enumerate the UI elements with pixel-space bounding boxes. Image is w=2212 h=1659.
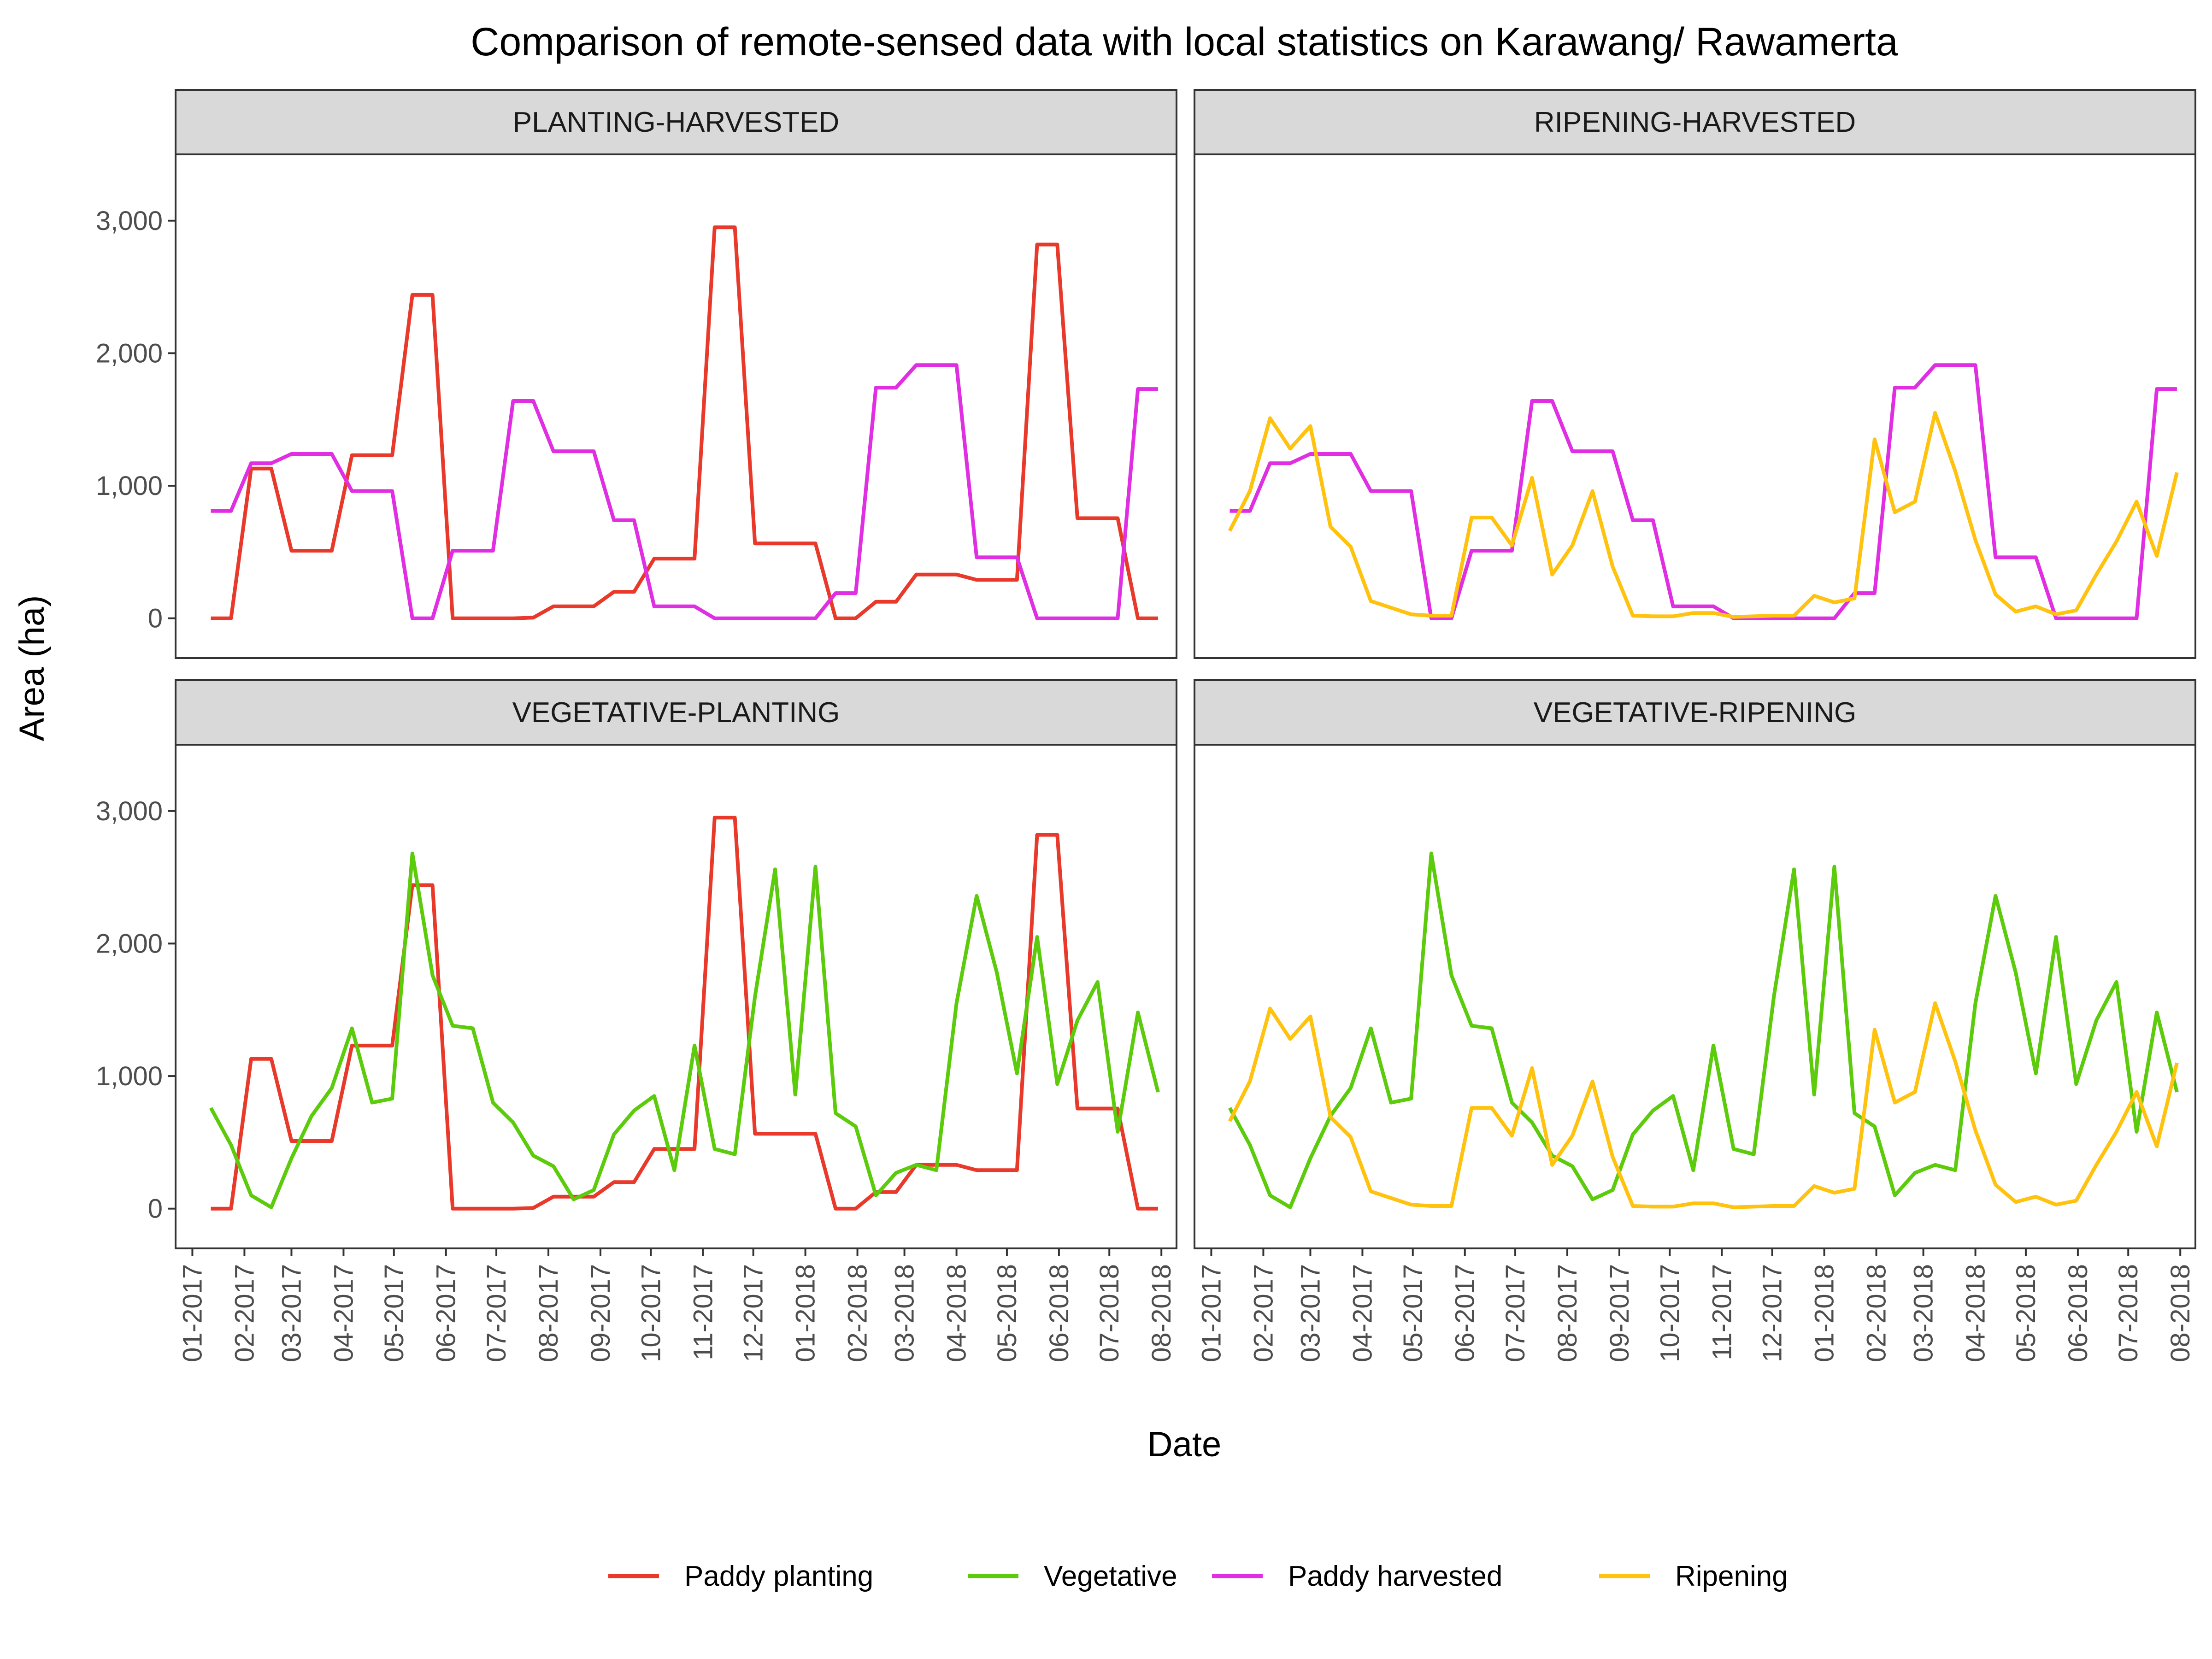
x-tick-label: 07-2017: [1500, 1264, 1530, 1362]
x-tick-label: 08-2017: [1553, 1264, 1583, 1362]
x-tick-label: 08-2018: [2165, 1264, 2195, 1362]
x-tick-label: 05-2017: [1398, 1264, 1428, 1362]
legend-label: Paddy planting: [684, 1560, 873, 1592]
x-tick-label: 11-2017: [688, 1264, 718, 1360]
legend-label: Vegetative: [1044, 1560, 1177, 1592]
x-tick-label: 06-2017: [1450, 1264, 1480, 1362]
x-tick-label: 01-2018: [1810, 1264, 1840, 1362]
legend-item-vegetative: Vegetative: [968, 1560, 1177, 1592]
x-tick-label: 10-2017: [1655, 1264, 1685, 1362]
strip-label-vegetative-ripening: VEGETATIVE-RIPENING: [1534, 697, 1856, 729]
y-tick-label: 2,000: [96, 338, 163, 368]
series-line-paddy-planting-vegetative-planting: [211, 816, 1158, 1211]
legend-label: Ripening: [1675, 1560, 1788, 1592]
legend-item-ripening: Ripening: [1599, 1560, 1788, 1592]
strip-vegetative-ripening: [1194, 679, 2196, 746]
panel-vegetative-planting: VEGETATIVE-PLANTING 0 1,000 2,000 3,000 01-20…: [96, 679, 1177, 1362]
chart-title: Comparison of remote-sensed data with lo…: [471, 20, 1898, 64]
x-tick-label: 10-2017: [636, 1264, 666, 1362]
x-tick-label: 04-2018: [1961, 1264, 1991, 1362]
x-tick-label: 01-2017: [1196, 1264, 1226, 1362]
series-line-vegetative-vegetative-planting: [209, 851, 1160, 1209]
x-tick-label: 03-2017: [1296, 1264, 1326, 1362]
x-tick-label: 07-2017: [482, 1264, 512, 1362]
strip-label-planting-harvested: PLANTING-HARVESTED: [513, 106, 840, 138]
y-axis-title: Area (ha): [12, 595, 52, 741]
x-tick-label: 02-2017: [1248, 1264, 1278, 1362]
y-tick-label: 2,000: [96, 929, 163, 959]
panel-border-planting-harvested: [175, 153, 1177, 659]
y-tick-label: 1,000: [96, 1061, 163, 1091]
x-tick-label: 04-2017: [1347, 1264, 1377, 1362]
strip-ripening-harvested: [1194, 89, 2196, 155]
x-tick-label: 12-2017: [1758, 1264, 1788, 1362]
x-tick-label: 11-2017: [1707, 1264, 1737, 1360]
x-tick-label: 07-2018: [1094, 1264, 1124, 1362]
legend-item-paddy-harvested: Paddy harvested: [1212, 1560, 1502, 1592]
x-tick-label: 02-2018: [843, 1264, 873, 1362]
series-line-ripening-ripening-harvested: [1228, 411, 2179, 619]
x-tick-label: 05-2018: [992, 1264, 1022, 1362]
panel-planting-harvested: PLANTING-HARVESTED 0 1,000 2,000 3,000: [96, 89, 1177, 659]
series-line-ripening-vegetative-ripening: [1228, 1001, 2179, 1209]
legend-item-paddy-planting: Paddy planting: [608, 1560, 873, 1592]
x-tick-label: 07-2018: [2113, 1264, 2143, 1362]
strip-vegetative-planting: [175, 679, 1177, 746]
series-line-paddy-harvested-ripening-harvested: [1230, 363, 2177, 620]
legend-label: Paddy harvested: [1288, 1560, 1502, 1592]
y-tick-label: 3,000: [96, 206, 163, 236]
legend: Paddy planting Vegetative Paddy harvested R…: [608, 1560, 1788, 1592]
panel-border-ripening-harvested: [1194, 153, 2196, 659]
x-tick-label: 08-2018: [1147, 1264, 1177, 1362]
x-tick-label: 06-2018: [2063, 1264, 2093, 1362]
x-tick-label: 09-2017: [1605, 1264, 1635, 1362]
x-axis-title: Date: [1147, 1425, 1222, 1464]
x-tick-label: 01-2017: [177, 1264, 207, 1362]
series-line-paddy-harvested-planting-harvested: [211, 363, 1158, 620]
y-tick-label: 3,000: [96, 796, 163, 826]
y-tick-label: 0: [148, 604, 163, 634]
x-tick-label: 06-2018: [1044, 1264, 1074, 1362]
strip-label-vegetative-planting: VEGETATIVE-PLANTING: [512, 697, 840, 729]
x-tick-label: 12-2017: [739, 1264, 769, 1362]
panels-group: PLANTING-HARVESTED 0 1,000 2,000 3,000 RIPENI…: [96, 89, 2196, 1362]
x-tick-label: 03-2017: [277, 1264, 307, 1362]
x-tick-label: 04-2017: [329, 1264, 359, 1362]
x-tick-label: 09-2017: [586, 1264, 616, 1362]
x-tick-label: 06-2017: [431, 1264, 461, 1362]
x-tick-label: 05-2017: [379, 1264, 409, 1362]
panel-border-vegetative-planting: [175, 744, 1177, 1249]
x-tick-label: 01-2018: [791, 1264, 821, 1362]
panel-vegetative-ripening: VEGETATIVE-RIPENING 01-2017 02-2017 03-2017…: [1194, 679, 2196, 1362]
x-tick-label: 02-2017: [229, 1264, 259, 1362]
y-tick-label: 0: [148, 1194, 163, 1224]
series-line-paddy-planting-planting-harvested: [211, 225, 1158, 620]
x-tick-label: 08-2017: [534, 1264, 564, 1362]
x-tick-label: 03-2018: [890, 1264, 920, 1362]
strip-planting-harvested: [175, 89, 1177, 155]
x-tick-label: 05-2018: [2011, 1264, 2041, 1362]
x-tick-label: 03-2018: [1909, 1264, 1939, 1362]
x-tick-label: 04-2018: [942, 1264, 972, 1362]
panel-border-vegetative-ripening: [1194, 744, 2196, 1249]
x-tick-label: 02-2018: [1862, 1264, 1892, 1362]
y-tick-label: 1,000: [96, 471, 163, 501]
series-line-vegetative-vegetative-ripening: [1228, 851, 2179, 1209]
panel-ripening-harvested: RIPENING-HARVESTED: [1194, 89, 2196, 659]
strip-label-ripening-harvested: RIPENING-HARVESTED: [1534, 106, 1856, 138]
